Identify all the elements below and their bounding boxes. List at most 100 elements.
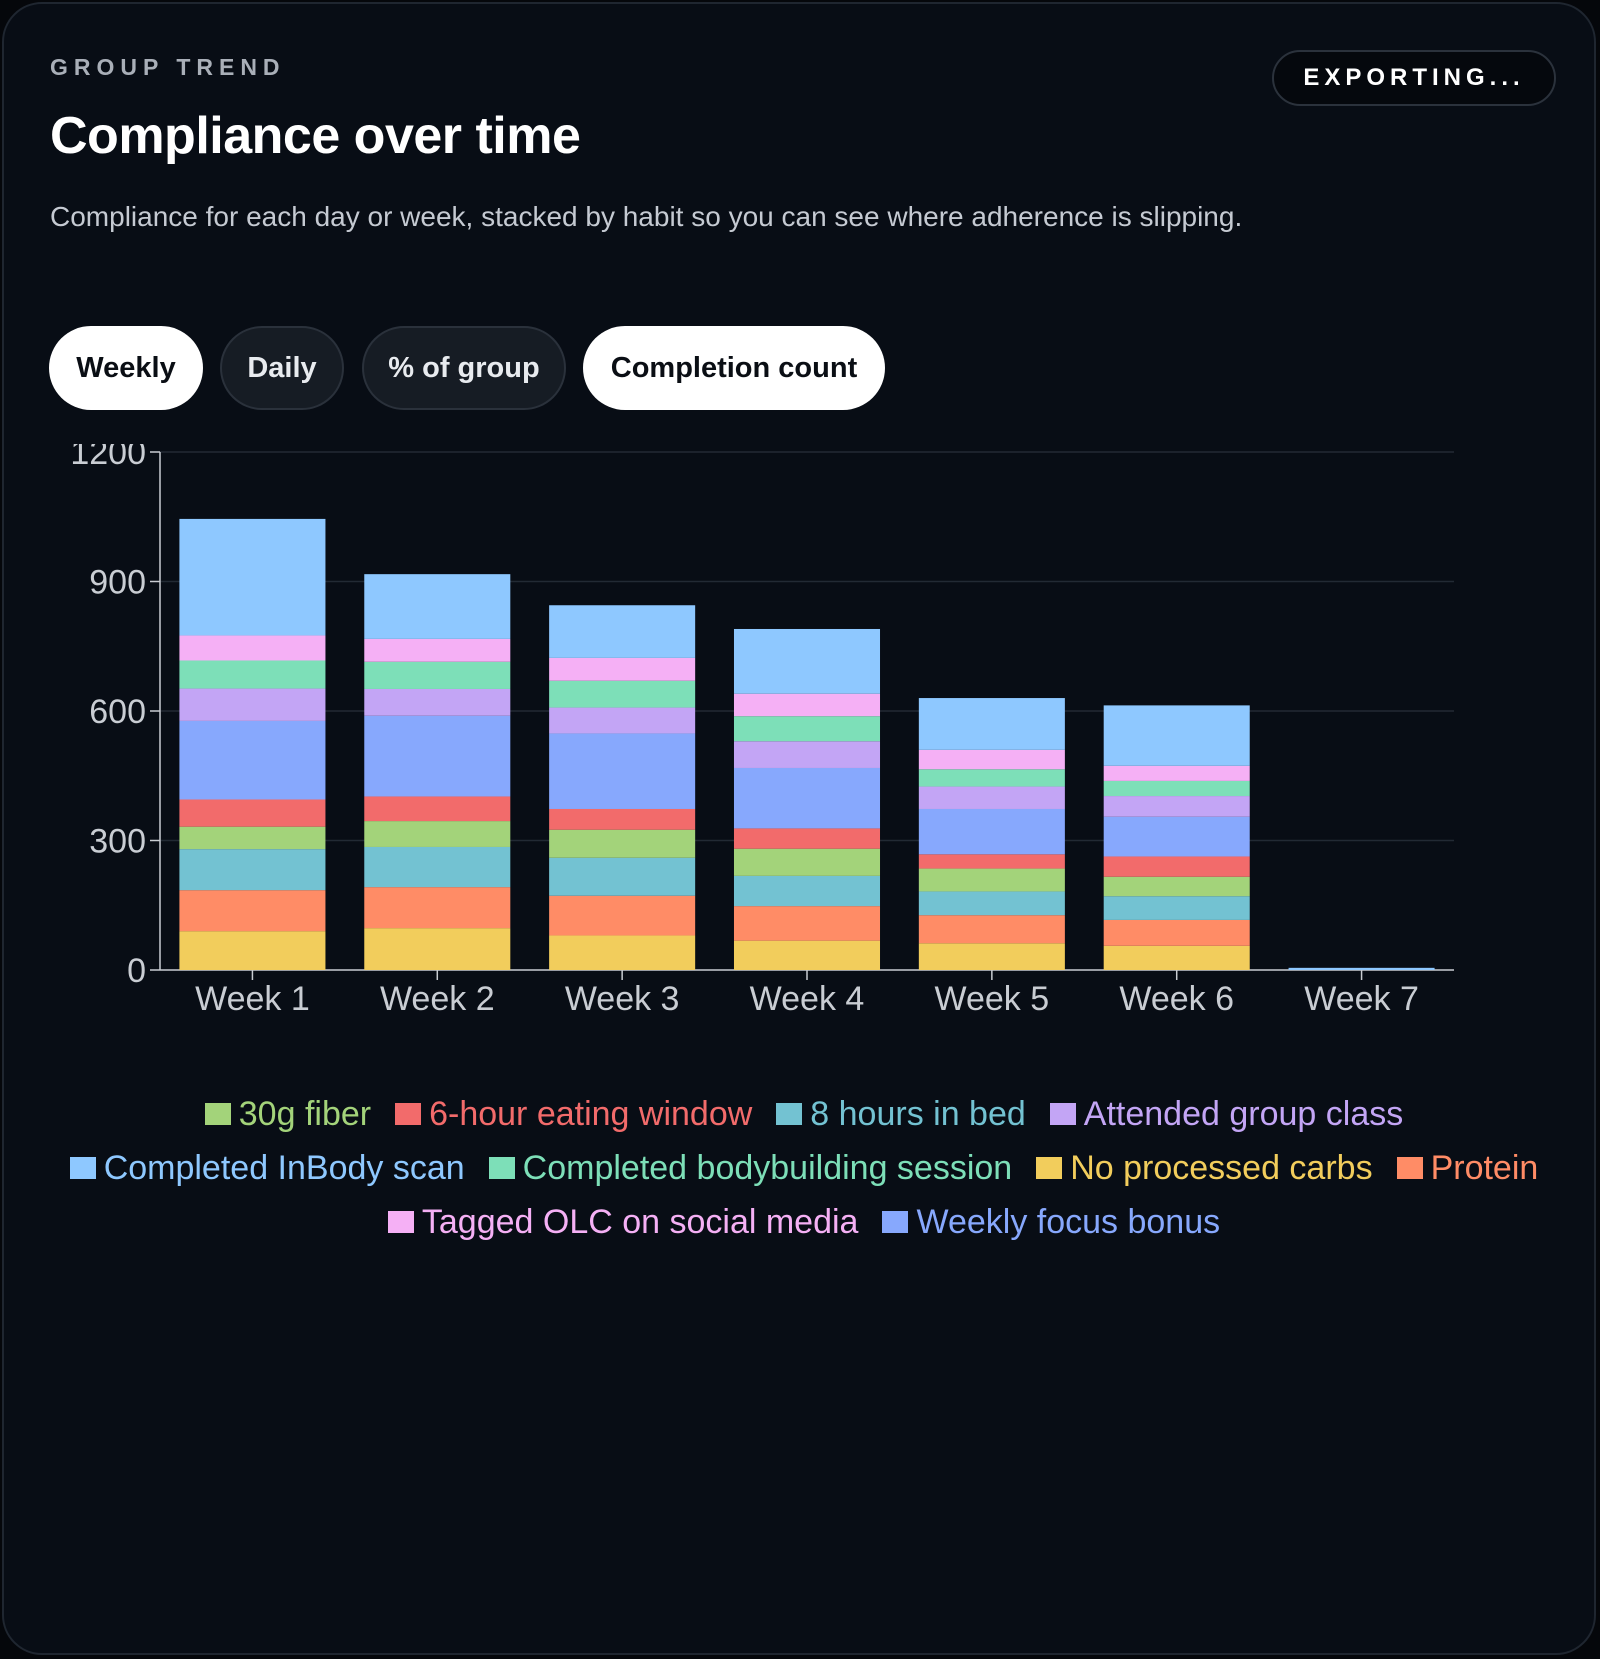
x-tick-label: Week 2 <box>380 980 495 1018</box>
toggle-completion-count[interactable]: Completion count <box>583 326 885 410</box>
toggle-percent-of-group[interactable]: % of group <box>362 326 566 410</box>
bar-segment-tagged-olc-on-social-media <box>1103 765 1250 781</box>
legend-item-8-hours-in-bed: 8 hours in bed <box>776 1092 1026 1136</box>
bar-segment-tagged-olc-on-social-media <box>918 749 1065 770</box>
legend-swatch <box>204 1103 231 1125</box>
bar-segment-completed-bodybuilding-session <box>918 769 1065 787</box>
legend-label: Completed InBody scan <box>103 1148 465 1187</box>
bar-segment-30g-fiber <box>364 821 511 847</box>
bar-segment-weekly-focus-bonus <box>549 733 696 809</box>
bar-segment-attended-group-class <box>364 688 511 716</box>
bar-segment-8-hours-in-bed <box>733 875 881 907</box>
bar-segment-weekly-focus-bonus <box>918 808 1065 855</box>
bar-segment-completed-inbody-scan <box>733 628 881 694</box>
chart-description: Compliance for each day or week, stacked… <box>50 201 1243 232</box>
bar-segment-protein <box>1103 919 1250 946</box>
legend-label: No processed carbs <box>1070 1148 1373 1187</box>
y-tick-label: 1200 <box>70 444 146 472</box>
section-eyebrow: GROUP TREND <box>50 54 286 80</box>
bar-segment-completed-bodybuilding-session <box>179 660 326 689</box>
y-tick-label: 0 <box>127 952 146 990</box>
x-tick-label: Week 6 <box>1119 980 1234 1018</box>
bar-segment-attended-group-class <box>733 741 881 768</box>
bar-segment-weekly-focus-bonus <box>1103 816 1250 857</box>
legend-label: Completed bodybuilding session <box>522 1148 1013 1187</box>
bar-segment-8-hours-in-bed <box>918 891 1065 916</box>
legend-swatch <box>776 1103 803 1125</box>
bar-segment-30g-fiber <box>179 826 326 850</box>
legend-item-attended-group-class: Attended group class <box>1049 1092 1404 1136</box>
legend-swatch <box>387 1211 414 1233</box>
bar-segment-no-processed-carbs <box>549 935 696 970</box>
bar-segment-no-processed-carbs <box>733 940 881 970</box>
legend-label: Tagged OLC on social media <box>421 1202 859 1241</box>
bar-segment-protein <box>549 895 696 936</box>
legend-label: 8 hours in bed <box>810 1094 1026 1133</box>
legend-item-protein: Protein <box>1396 1146 1539 1190</box>
bar-segment-8-hours-in-bed <box>179 849 326 891</box>
bar-segment-protein <box>364 887 511 929</box>
bar-segment-30g-fiber <box>549 829 696 858</box>
legend-swatch <box>69 1157 96 1179</box>
y-tick-label: 300 <box>89 823 146 861</box>
x-tick-label: Week 1 <box>195 980 310 1018</box>
legend-label: 6-hour eating window <box>429 1094 753 1133</box>
export-button[interactable]: EXPORTING... <box>1272 50 1556 106</box>
legend-swatch <box>1036 1157 1063 1179</box>
legend-item-30g-fiber: 30g fiber <box>204 1092 372 1136</box>
bar-segment-completed-inbody-scan <box>179 518 326 636</box>
x-tick-label: Week 4 <box>750 980 865 1018</box>
bar-segment-8-hours-in-bed <box>549 857 696 896</box>
bar-segment-completed-inbody-scan <box>549 605 696 658</box>
legend-label: Weekly focus bonus <box>916 1202 1221 1241</box>
legend-item-completed-inbody-scan: Completed InBody scan <box>69 1146 465 1190</box>
bar-segment-tagged-olc-on-social-media <box>733 693 881 717</box>
legend-swatch <box>395 1103 422 1125</box>
bar-segment-completed-bodybuilding-session <box>1103 780 1250 797</box>
bar-segment-tagged-olc-on-social-media <box>549 657 696 681</box>
x-tick-label: Week 7 <box>1304 980 1419 1018</box>
bar-segment-tagged-olc-on-social-media <box>364 638 511 662</box>
chart-legend: 30g fiber 6-hour eating window 8 hours in … <box>64 1092 1544 1244</box>
bar-segment-8-hours-in-bed <box>1103 896 1250 920</box>
bar-segment-6-hour-eating-window <box>179 799 326 827</box>
bar-segment-attended-group-class <box>918 786 1065 809</box>
page-title: Compliance over time <box>50 107 581 165</box>
bar-segment-attended-group-class <box>549 707 696 734</box>
legend-label: Protein <box>1430 1148 1539 1187</box>
legend-label: Attended group class <box>1083 1094 1404 1133</box>
legend-item-6-hour-eating-window: 6-hour eating window <box>395 1092 752 1136</box>
bar-segment-no-processed-carbs <box>1103 945 1250 970</box>
legend-swatch <box>882 1211 909 1233</box>
bar-segment-completed-inbody-scan <box>1103 705 1250 766</box>
bar-segment-6-hour-eating-window <box>918 854 1065 869</box>
bar-segment-protein <box>918 915 1065 944</box>
bar-segment-6-hour-eating-window <box>364 796 511 822</box>
bar-segment-completed-inbody-scan <box>1288 967 1435 970</box>
toggle-weekly[interactable]: Weekly <box>49 326 203 410</box>
bar-segment-attended-group-class <box>1103 796 1250 817</box>
legend-label: 30g fiber <box>238 1094 372 1133</box>
bar-segment-no-processed-carbs <box>918 943 1065 970</box>
y-tick-label: 900 <box>89 564 146 602</box>
bar-segment-completed-bodybuilding-session <box>364 661 511 689</box>
bar-segment-30g-fiber <box>918 868 1065 892</box>
x-tick-label: Week 5 <box>935 980 1050 1018</box>
bar-segment-completed-bodybuilding-session <box>733 716 881 742</box>
legend-item-tagged-olc-on-social-media: Tagged OLC on social media <box>387 1200 859 1244</box>
legend-item-no-processed-carbs: No processed carbs <box>1036 1146 1373 1190</box>
bar-segment-weekly-focus-bonus <box>733 767 881 829</box>
bar-segment-weekly-focus-bonus <box>364 715 511 797</box>
legend-item-completed-bodybuilding-session: Completed bodybuilding session <box>488 1146 1013 1190</box>
bar-segment-protein <box>179 890 326 932</box>
bar-segment-no-processed-carbs <box>364 928 511 970</box>
bar-segment-6-hour-eating-window <box>549 808 696 830</box>
toggle-daily[interactable]: Daily <box>220 326 344 410</box>
bar-segment-protein <box>733 906 881 941</box>
legend-swatch <box>1396 1157 1423 1179</box>
x-tick-label: Week 3 <box>565 980 680 1018</box>
bar-segment-completed-inbody-scan <box>364 574 511 639</box>
legend-swatch <box>1049 1103 1076 1125</box>
bar-segment-tagged-olc-on-social-media <box>179 635 326 661</box>
